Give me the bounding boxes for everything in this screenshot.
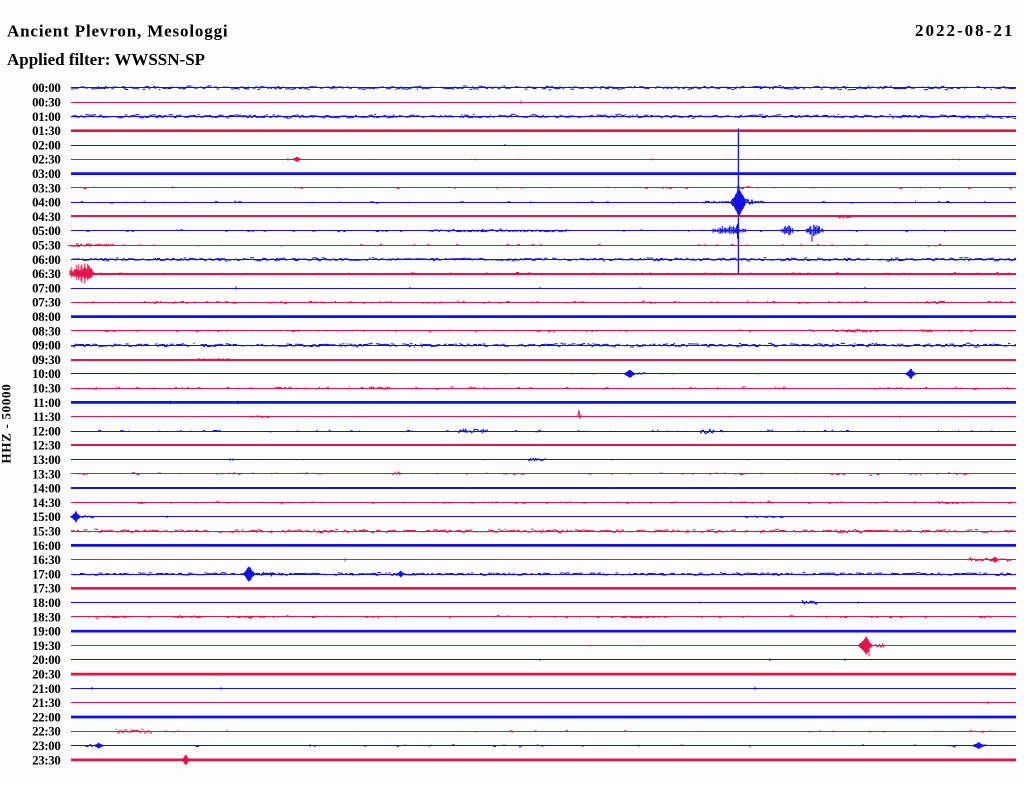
svg-text:11:00: 11:00 [33,396,61,410]
svg-text:2022-08-21: 2022-08-21 [915,21,1014,40]
svg-text:12:30: 12:30 [32,439,60,453]
svg-text:09:30: 09:30 [32,353,60,367]
svg-text:10:00: 10:00 [32,367,60,381]
svg-text:03:30: 03:30 [32,181,60,195]
svg-text:03:00: 03:00 [32,167,60,181]
svg-text:07:00: 07:00 [32,281,60,295]
svg-text:00:30: 00:30 [32,96,60,110]
svg-text:19:30: 19:30 [32,639,60,653]
svg-text:12:00: 12:00 [32,424,60,438]
svg-text:22:00: 22:00 [32,710,60,724]
svg-text:05:30: 05:30 [32,239,60,253]
svg-text:23:30: 23:30 [32,753,60,767]
svg-text:16:00: 16:00 [32,539,60,553]
svg-text:00:00: 00:00 [32,81,60,95]
svg-text:07:30: 07:30 [32,296,60,310]
svg-text:17:00: 17:00 [32,567,60,581]
svg-text:13:00: 13:00 [32,453,60,467]
svg-text:06:30: 06:30 [32,267,60,281]
svg-text:02:30: 02:30 [32,153,60,167]
svg-text:HHZ - 50000: HHZ - 50000 [0,384,14,464]
svg-text:17:30: 17:30 [32,582,60,596]
svg-text:11:30: 11:30 [33,410,61,424]
svg-text:21:00: 21:00 [32,682,60,696]
svg-text:18:30: 18:30 [32,610,60,624]
svg-text:23:00: 23:00 [32,739,60,753]
svg-text:02:00: 02:00 [32,138,60,152]
svg-text:15:30: 15:30 [32,525,60,539]
svg-text:09:00: 09:00 [32,339,60,353]
svg-text:10:30: 10:30 [32,382,60,396]
svg-text:20:00: 20:00 [32,653,60,667]
svg-text:22:30: 22:30 [32,725,60,739]
svg-text:05:00: 05:00 [32,224,60,238]
svg-text:15:00: 15:00 [32,510,60,524]
svg-text:20:30: 20:30 [32,668,60,682]
svg-text:21:30: 21:30 [32,696,60,710]
svg-text:06:00: 06:00 [32,253,60,267]
svg-text:19:00: 19:00 [32,625,60,639]
svg-text:16:30: 16:30 [32,553,60,567]
svg-text:14:00: 14:00 [32,482,60,496]
svg-text:14:30: 14:30 [32,496,60,510]
svg-text:18:00: 18:00 [32,596,60,610]
svg-text:04:30: 04:30 [32,210,60,224]
svg-text:13:30: 13:30 [32,467,60,481]
svg-text:01:30: 01:30 [32,124,60,138]
svg-text:01:00: 01:00 [32,110,60,124]
svg-text:08:00: 08:00 [32,310,60,324]
svg-text:04:00: 04:00 [32,196,60,210]
svg-text:Applied filter: WWSSN-SP: Applied filter: WWSSN-SP [7,50,205,69]
svg-text:Ancient Plevron, Mesologgi: Ancient Plevron, Mesologgi [7,22,229,41]
svg-text:08:30: 08:30 [32,324,60,338]
